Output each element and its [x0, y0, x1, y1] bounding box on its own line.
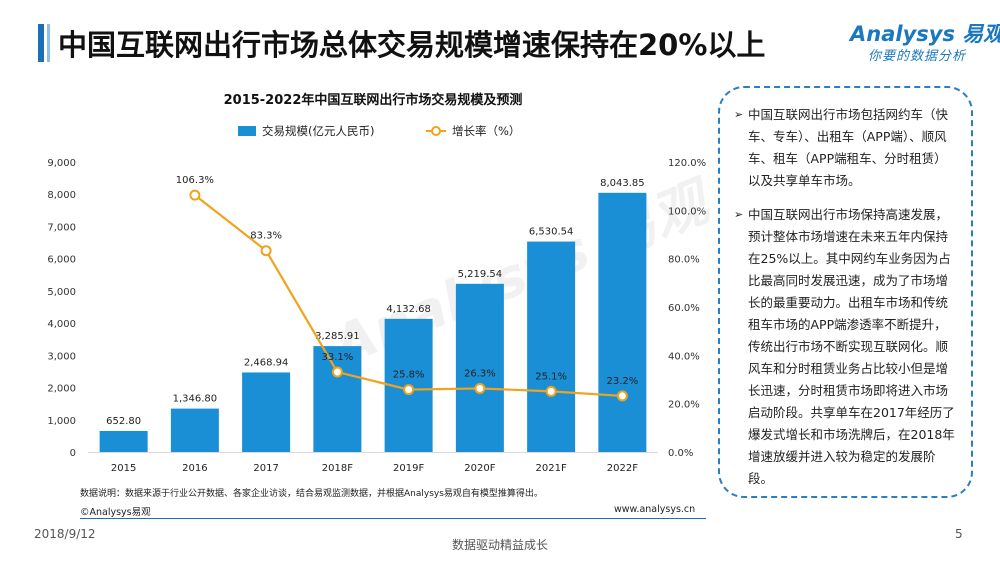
bar-value-label: 1,346.80 — [173, 394, 218, 405]
analysys-logo: Analysys 易观 你要的数据分析 — [850, 18, 1000, 68]
growth-rate-point-2018F — [331, 366, 343, 378]
bar-value-label: 3,285.91 — [315, 331, 360, 342]
y-left-tick-label: 5,000 — [47, 287, 76, 298]
legend-label-bar: 交易规模(亿元人民币) — [262, 124, 374, 138]
page-number: 5 — [955, 527, 963, 541]
bar-2022F — [598, 192, 647, 453]
growth-rate-label: 33.1% — [321, 352, 353, 363]
x-tick-label: 2021F — [536, 463, 567, 474]
y-left-tick-label: 4,000 — [47, 319, 76, 330]
growth-rate-point-2020F — [474, 382, 486, 394]
y-left-tick-label: 1,000 — [47, 416, 76, 427]
x-tick-label: 2020F — [464, 463, 495, 474]
bar-value-label: 4,132.68 — [386, 304, 431, 315]
bar-2021F — [527, 241, 576, 452]
bar-2016 — [170, 408, 219, 452]
growth-rate-label: 25.8% — [393, 370, 425, 381]
note-item: ➢ 中国互联网出行市场保持高速发展，预计整体市场增速在未来五年内保持在25%以上… — [734, 204, 957, 490]
chart-title: 2015-2022年中国互联网出行市场交易规模及预测 — [224, 92, 523, 108]
y-right-tick-label: 20.0% — [668, 400, 700, 411]
footer-rule — [80, 518, 706, 519]
y-right-tick-label: 40.0% — [668, 351, 700, 362]
y-right-tick-label: 100.0% — [668, 206, 706, 217]
growth-rate-point-2016 — [189, 189, 201, 201]
y-right-tick-label: 0.0% — [668, 448, 693, 459]
legend-marker-line — [431, 126, 441, 136]
x-tick-label: 2016 — [182, 463, 207, 474]
arrow-bullet-icon: ➢ — [734, 208, 744, 221]
y-left-tick-label: 7,000 — [47, 222, 76, 233]
y-left-tick-label: 0 — [70, 448, 76, 459]
y-left-tick-label: 2,000 — [47, 384, 76, 395]
bar-2018F — [313, 346, 362, 452]
page-title: 中国互联网出行市场总体交易规模增速保持在20%以上 — [58, 28, 766, 62]
bar-value-label: 5,219.54 — [458, 269, 503, 280]
x-tick-label: 2022F — [607, 463, 638, 474]
y-left-tick-label: 3,000 — [47, 351, 76, 362]
notes-panel: ➢ 中国互联网出行市场包括网约车（快车、专车）、出租车（APP端）、顺风车、租车… — [718, 86, 973, 498]
bar-value-label: 2,468.94 — [244, 357, 289, 368]
note-item: ➢ 中国互联网出行市场包括网约车（快车、专车）、出租车（APP端）、顺风车、租车… — [734, 104, 957, 192]
bar-value-label: 8,043.85 — [600, 178, 645, 189]
y-right-tick-label: 120.0% — [668, 158, 706, 169]
logo-tagline: 你要的数据分析 — [868, 49, 967, 64]
website-link[interactable]: www.analysys.cn — [614, 504, 696, 515]
note-text: 中国互联网出行市场包括网约车（快车、专车）、出租车（APP端）、顺风车、租车（A… — [748, 107, 949, 188]
data-source-note: 数据说明：数据来源于行业公开数据、各家企业访谈，结合易观监测数据，并根据Anal… — [80, 489, 543, 499]
legend-swatch-bar — [238, 126, 256, 136]
growth-rate-point-2022F — [616, 390, 628, 402]
footer-slogan: 数据驱动精益成长 — [451, 538, 548, 552]
growth-rate-point-2017 — [260, 245, 272, 257]
growth-rate-point-2019F — [403, 384, 415, 396]
title-accent-bar-light — [47, 24, 50, 62]
growth-rate-label: 106.3% — [176, 175, 214, 186]
growth-rate-label: 83.3% — [250, 231, 282, 242]
bar-2020F — [455, 283, 504, 452]
bar-2015 — [99, 430, 148, 452]
bar-value-label: 652.80 — [106, 416, 141, 427]
y-left-tick-label: 8,000 — [47, 190, 76, 201]
arrow-bullet-icon: ➢ — [734, 108, 744, 121]
y-left-tick-label: 6,000 — [47, 255, 76, 266]
x-tick-label: 2018F — [322, 463, 353, 474]
growth-rate-point-2021F — [545, 385, 557, 397]
y-right-tick-label: 60.0% — [668, 303, 700, 314]
logo-wordmark: Analysys 易观 — [850, 22, 1000, 46]
x-tick-label: 2017 — [253, 463, 278, 474]
growth-rate-label: 25.1% — [535, 371, 567, 382]
legend-label-line: 增长率（%） — [452, 124, 520, 138]
footer-date: 2018/9/12 — [34, 527, 96, 541]
title-accent-bar — [38, 24, 44, 62]
copyright: ©Analysys易观 — [80, 507, 151, 518]
x-tick-label: 2019F — [393, 463, 424, 474]
x-tick-label: 2015 — [111, 463, 136, 474]
growth-rate-label: 23.2% — [606, 376, 638, 387]
growth-rate-label: 26.3% — [464, 368, 496, 379]
bar-2017 — [242, 372, 291, 452]
y-right-tick-label: 80.0% — [668, 255, 700, 266]
bar-value-label: 6,530.54 — [529, 227, 574, 238]
note-text: 中国互联网出行市场保持高速发展，预计整体市场增速在未来五年内保持在25%以上。其… — [748, 207, 955, 486]
y-left-tick-label: 9,000 — [47, 158, 76, 169]
